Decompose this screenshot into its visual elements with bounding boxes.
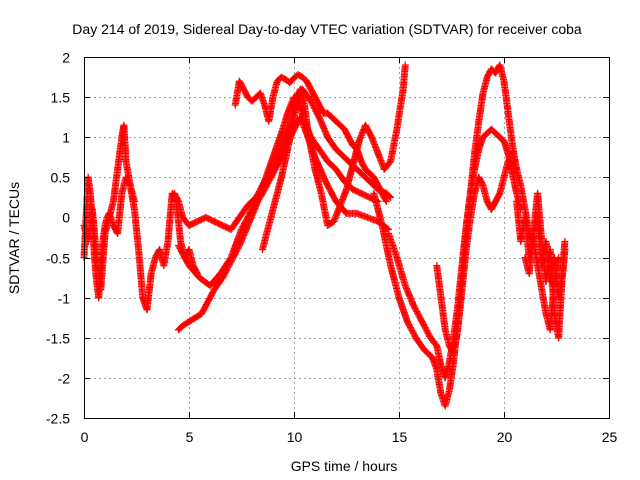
data-point-marker <box>401 61 409 69</box>
data-point-marker <box>367 132 375 140</box>
data-point-marker <box>202 302 209 310</box>
data-point-marker <box>227 258 235 266</box>
data-point-marker <box>318 170 326 178</box>
x-tick-label: 5 <box>186 429 194 445</box>
y-tick-label: 0.5 <box>51 170 71 186</box>
chart-title: Day 214 of 2019, Sidereal Day-to-day VTE… <box>72 21 582 37</box>
data-point-marker <box>219 272 227 280</box>
data-point-marker <box>198 310 206 318</box>
data-point-marker <box>232 247 240 255</box>
data-point-marker <box>209 289 217 297</box>
data-point-marker <box>365 127 373 135</box>
y-tick-label: -2 <box>58 371 71 387</box>
x-tick-label: 0 <box>81 429 89 445</box>
data-point-marker <box>366 130 374 138</box>
plot-area <box>80 61 569 410</box>
data-point-marker <box>202 301 210 309</box>
series-3 <box>231 71 390 205</box>
data-point-marker <box>361 121 369 129</box>
data-point-marker <box>409 328 417 336</box>
data-point-marker <box>365 129 373 137</box>
y-tick-label: 1 <box>62 130 70 146</box>
data-point-marker <box>223 265 231 273</box>
y-tick-label: 1.5 <box>51 90 71 106</box>
data-point-marker <box>203 299 211 307</box>
x-tick-label: 10 <box>287 429 303 445</box>
data-point-marker <box>364 126 372 134</box>
y-tick-label: -1 <box>58 291 71 307</box>
data-point-marker <box>198 308 206 316</box>
data-point-marker <box>314 110 322 118</box>
x-tick-label: 20 <box>497 429 513 445</box>
x-axis-label: GPS time / hours <box>291 458 398 474</box>
data-point-marker <box>126 180 133 188</box>
y-tick-label: -2.5 <box>46 411 70 427</box>
data-point-marker <box>199 307 207 315</box>
series-2 <box>80 173 138 302</box>
data-point-marker <box>320 173 327 181</box>
y-tick-label: 2 <box>62 50 70 66</box>
data-point-marker <box>201 304 209 312</box>
data-point-marker <box>206 295 213 303</box>
data-point-marker <box>308 100 316 108</box>
data-point-marker <box>363 124 371 132</box>
data-point-marker <box>207 292 215 300</box>
data-point-marker <box>321 176 329 184</box>
y-axis-label: SDTVAR / TECUs <box>6 182 22 294</box>
data-point-marker <box>403 318 411 326</box>
series-6 <box>175 93 382 334</box>
x-tick-label: 15 <box>392 429 408 445</box>
data-point-marker <box>362 123 370 131</box>
data-point-marker <box>382 197 390 205</box>
series-7 <box>259 61 409 253</box>
data-point-marker <box>411 303 418 311</box>
data-point-marker <box>206 293 214 301</box>
data-point-marker <box>208 290 216 298</box>
y-tick-label: -0.5 <box>46 251 70 267</box>
x-tick-label: 25 <box>602 429 618 445</box>
data-point-marker <box>200 305 208 313</box>
data-point-marker <box>130 197 138 205</box>
data-point-marker <box>204 298 212 306</box>
y-tick-label: 0 <box>62 210 70 226</box>
data-point-marker <box>387 193 395 201</box>
y-tick-label: -1.5 <box>46 331 70 347</box>
data-point-marker <box>386 192 394 200</box>
data-point-marker <box>382 196 390 204</box>
data-point-marker <box>414 310 422 318</box>
data-point-marker <box>205 296 213 304</box>
